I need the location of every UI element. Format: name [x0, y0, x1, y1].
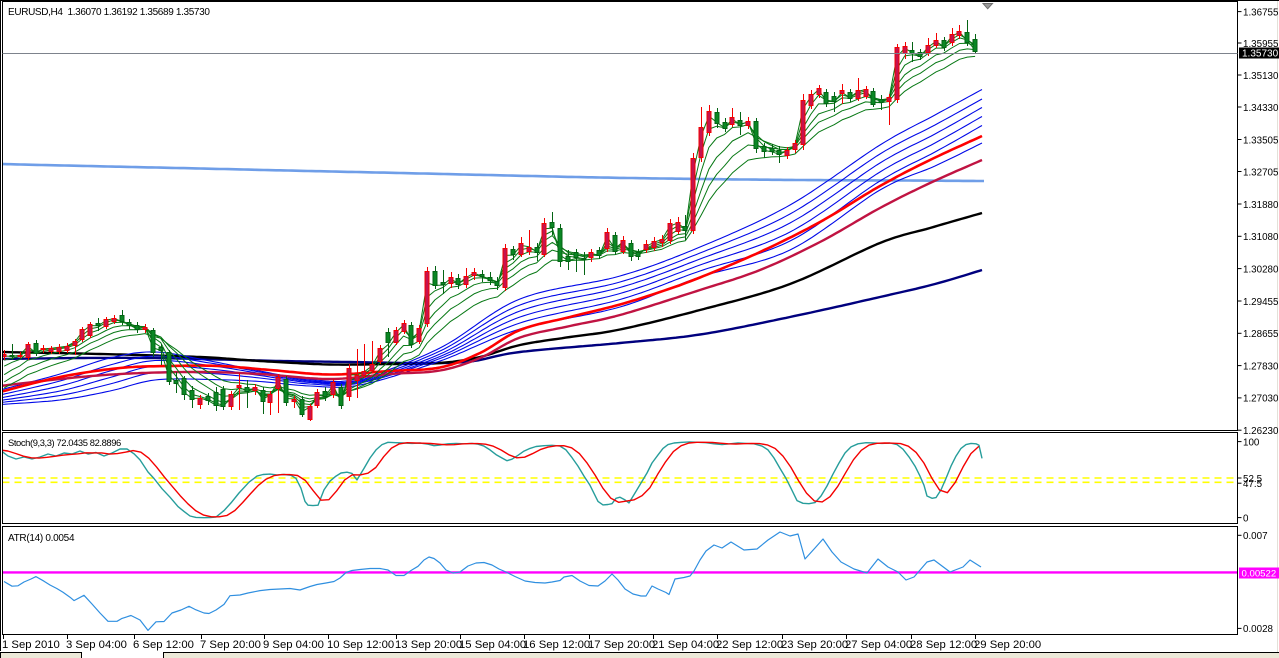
svg-text:21 Sep 04:00: 21 Sep 04:00: [652, 639, 719, 651]
svg-text:6 Sep 12:00: 6 Sep 12:00: [133, 639, 194, 651]
svg-text:16 Sep 12:00: 16 Sep 12:00: [523, 639, 590, 651]
svg-text:1.28655: 1.28655: [1243, 329, 1279, 340]
svg-text:22 Sep 12:00: 22 Sep 12:00: [716, 639, 783, 651]
svg-text:1.33505: 1.33505: [1243, 135, 1279, 146]
svg-text:52.5: 52.5: [1243, 474, 1263, 485]
svg-text:0.0028: 0.0028: [1243, 624, 1274, 635]
svg-text:1.35130: 1.35130: [1243, 71, 1279, 82]
svg-text:29 Sep 20:00: 29 Sep 20:00: [974, 639, 1041, 651]
svg-text:1.36755: 1.36755: [1243, 7, 1279, 18]
svg-text:9 Sep 04:00: 9 Sep 04:00: [263, 639, 324, 651]
svg-text:1.35955: 1.35955: [1243, 39, 1279, 50]
svg-text:0: 0: [1243, 513, 1249, 524]
svg-text:1.26230: 1.26230: [1243, 426, 1279, 437]
svg-text:1.27830: 1.27830: [1243, 361, 1279, 372]
svg-text:10 Sep 12:00: 10 Sep 12:00: [327, 639, 394, 651]
svg-text:47.5: 47.5: [1243, 479, 1263, 490]
svg-text:15 Sep 04:00: 15 Sep 04:00: [459, 639, 526, 651]
svg-text:Stoch(9,3,3) 72.0435 82.8896: Stoch(9,3,3) 72.0435 82.8896: [8, 437, 121, 448]
svg-text:23 Sep 20:00: 23 Sep 20:00: [781, 639, 848, 651]
svg-text:1 Sep 2010: 1 Sep 2010: [2, 639, 60, 651]
svg-text:28 Sep 12:00: 28 Sep 12:00: [910, 639, 977, 651]
svg-text:3 Sep 04:00: 3 Sep 04:00: [66, 639, 127, 651]
svg-text:17 Sep 20:00: 17 Sep 20:00: [588, 639, 655, 651]
svg-text:1.31880: 1.31880: [1243, 200, 1279, 211]
svg-text:1.29455: 1.29455: [1243, 297, 1279, 308]
svg-text:1.30280: 1.30280: [1243, 264, 1279, 275]
svg-text:100: 100: [1243, 437, 1260, 448]
svg-text:ATR(14) 0.0054: ATR(14) 0.0054: [8, 533, 75, 544]
svg-text:27 Sep 04:00: 27 Sep 04:00: [845, 639, 912, 651]
svg-text:1.34330: 1.34330: [1243, 103, 1279, 114]
svg-text:13 Sep 20:00: 13 Sep 20:00: [395, 639, 462, 651]
svg-text:0.00522: 0.00522: [1242, 569, 1277, 580]
svg-text:1.32705: 1.32705: [1243, 167, 1279, 178]
svg-text:0.007: 0.007: [1243, 531, 1268, 542]
svg-text:1.27030: 1.27030: [1243, 394, 1279, 405]
svg-text:EURUSD,H4 1.36070 1.36192 1.3: EURUSD,H4 1.36070 1.36192 1.35689 1.3573…: [8, 7, 210, 18]
svg-text:1.31080: 1.31080: [1243, 232, 1279, 243]
svg-text:1.35730: 1.35730: [1242, 49, 1279, 60]
svg-text:7 Sep 20:00: 7 Sep 20:00: [200, 639, 261, 651]
